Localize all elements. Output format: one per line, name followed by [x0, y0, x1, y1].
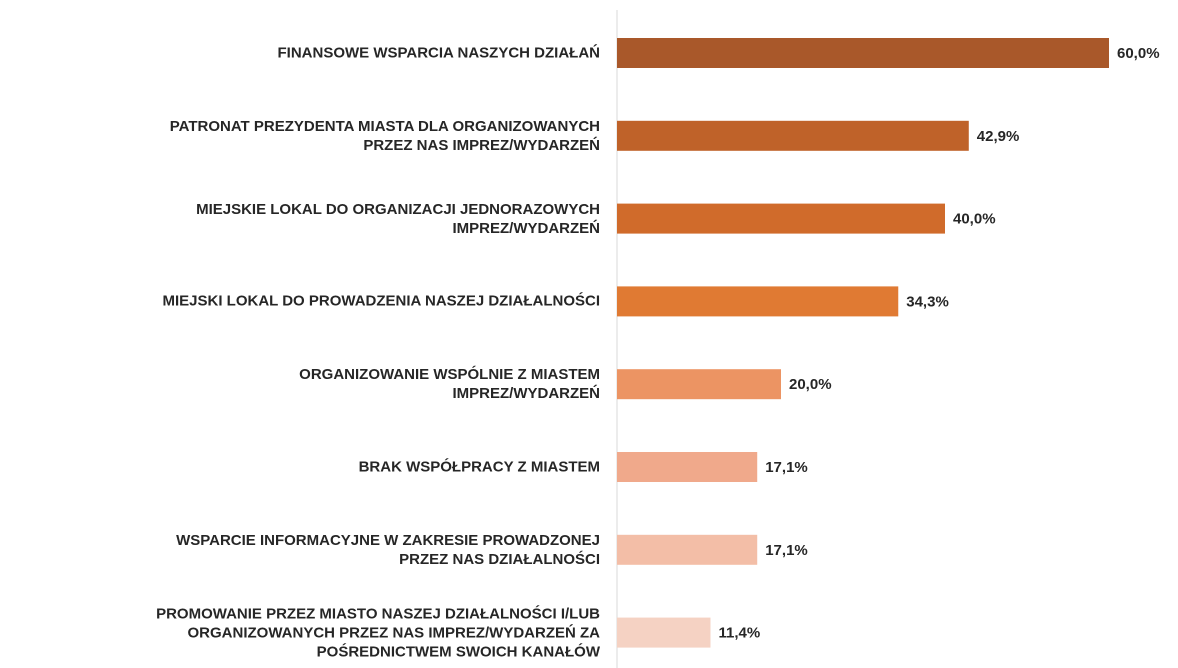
value-label: 17,1% [765, 542, 808, 559]
bar [617, 452, 758, 482]
category-label: MIEJSKIE LOKAL DO ORGANIZACJI JEDNORAZOW… [196, 200, 600, 237]
category-label: PATRONAT PREZYDENTA MIASTA DLA ORGANIZOW… [169, 117, 600, 154]
value-label: 20,0% [789, 376, 832, 393]
value-label: 60,0% [1117, 45, 1160, 62]
value-label: 42,9% [977, 128, 1020, 145]
category-label: FINANSOWE WSPARCIA NASZYCH DZIAŁAŃ [277, 44, 601, 62]
bar [617, 120, 969, 151]
category-label: PROMOWANIE PRZEZ MIASTO NASZEJ DZIAŁALNO… [156, 605, 600, 661]
value-label: 11,4% [718, 625, 760, 642]
category-label: WSPARCIE INFORMACYJNE W ZAKRESIE PROWADZ… [176, 531, 600, 568]
value-label: 34,3% [906, 293, 949, 310]
category-label: MIEJSKI LOKAL DO PROWADZENIA NASZEJ DZIA… [162, 292, 600, 310]
bar [617, 286, 899, 317]
category-label: ORGANIZOWANIE WSPÓLNIE Z MIASTEM IMPREZ/… [299, 366, 600, 403]
value-label: 17,1% [765, 459, 808, 476]
bar [617, 617, 711, 648]
bar [617, 369, 781, 400]
bar [617, 534, 758, 565]
bar [617, 203, 945, 234]
value-label: 40,0% [953, 211, 996, 228]
bar [617, 38, 1109, 68]
category-label: BRAK WSPÓŁPRACY Z MIASTEM [358, 458, 600, 476]
